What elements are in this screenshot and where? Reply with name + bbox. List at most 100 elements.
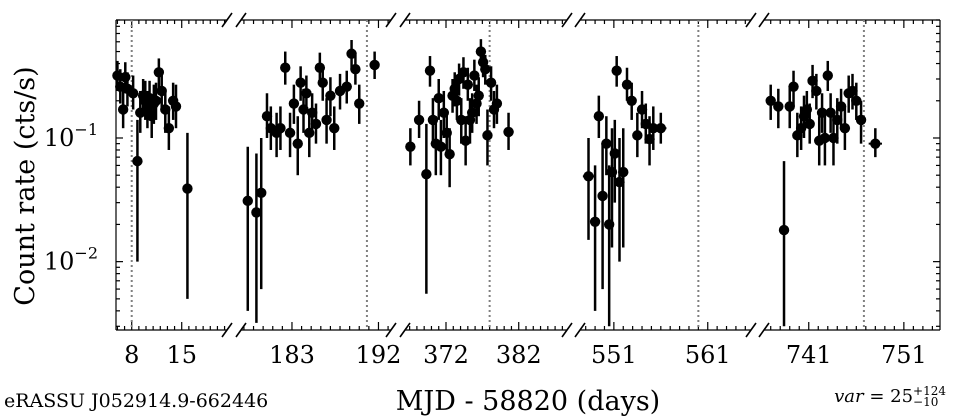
var-value: 25 bbox=[890, 386, 914, 407]
data-point bbox=[295, 77, 306, 88]
data-point bbox=[424, 65, 436, 76]
data-point bbox=[421, 168, 432, 180]
x-tick-label: 551 bbox=[591, 341, 637, 369]
data-point bbox=[329, 123, 340, 134]
x-tick-label: 382 bbox=[496, 341, 542, 369]
axis-break-slash bbox=[561, 12, 573, 28]
data-point bbox=[851, 95, 862, 106]
axis-break-slash bbox=[399, 322, 411, 338]
data-point bbox=[321, 114, 332, 126]
data-point bbox=[325, 90, 336, 101]
data-point bbox=[503, 126, 514, 138]
data-point bbox=[870, 138, 881, 149]
data-point bbox=[458, 67, 469, 78]
data-point bbox=[621, 79, 633, 90]
data-point bbox=[354, 98, 365, 109]
axis-break-slash bbox=[561, 322, 573, 338]
axis-break-slash bbox=[221, 322, 233, 338]
axis-break-slash bbox=[399, 12, 411, 28]
data-point bbox=[485, 77, 497, 88]
x-tick-label: 751 bbox=[881, 341, 927, 369]
data-point bbox=[310, 118, 322, 130]
data-point bbox=[435, 141, 447, 152]
data-point bbox=[583, 171, 594, 182]
data-point bbox=[609, 148, 620, 159]
data-point bbox=[242, 195, 253, 207]
data-point bbox=[182, 183, 193, 194]
data-point bbox=[469, 70, 480, 81]
axis-break-slash bbox=[385, 12, 397, 28]
x-tick-label: 192 bbox=[356, 341, 402, 369]
data-point bbox=[597, 190, 608, 202]
x-tick-label: 15 bbox=[166, 341, 197, 369]
data-point bbox=[444, 148, 455, 160]
data-point bbox=[170, 101, 182, 112]
data-point bbox=[482, 130, 493, 141]
data-point bbox=[433, 92, 444, 104]
x-tick-label: 183 bbox=[269, 341, 315, 369]
data-point bbox=[839, 123, 851, 134]
data-point bbox=[618, 166, 629, 178]
source-name-label: eRASSU J052914.9-662446 bbox=[4, 390, 269, 412]
data-point bbox=[117, 104, 129, 115]
var-symbol: var bbox=[834, 386, 864, 407]
data-point bbox=[593, 111, 605, 122]
data-point bbox=[256, 187, 267, 199]
var-equals: = bbox=[863, 386, 891, 407]
data-point bbox=[804, 118, 815, 130]
data-point bbox=[120, 72, 131, 83]
data-point bbox=[341, 81, 352, 92]
data-point bbox=[788, 81, 799, 92]
y-tick-label: 10−1 bbox=[44, 120, 98, 152]
data-point bbox=[301, 88, 312, 99]
data-point bbox=[480, 64, 491, 75]
axis-break-slash bbox=[574, 12, 586, 28]
data-point bbox=[413, 114, 425, 126]
axis-break-gap bbox=[227, 327, 241, 333]
data-point bbox=[350, 64, 361, 75]
axis-break-slash bbox=[745, 12, 757, 28]
data-point bbox=[811, 85, 822, 97]
axis-break-gap bbox=[751, 327, 764, 333]
var-uncertainty: +124 −10 bbox=[913, 384, 946, 409]
data-point bbox=[778, 224, 790, 236]
plot-area: 10−1 10−2 8 15 183 192 372 382 551 561 741 751 bbox=[44, 12, 941, 369]
axis-break-slash bbox=[745, 322, 757, 338]
data-point bbox=[280, 62, 291, 73]
data-point bbox=[466, 107, 478, 118]
data-point bbox=[275, 123, 286, 134]
data-point bbox=[773, 101, 784, 112]
var-lower-error: −10 bbox=[913, 395, 939, 409]
x-tick-label: 561 bbox=[685, 341, 731, 369]
axis-break-slash bbox=[235, 12, 247, 28]
x-axis-label: MJD - 58820 (days) bbox=[396, 386, 660, 417]
data-point bbox=[611, 65, 622, 76]
var-upper-error: +124 bbox=[913, 384, 946, 399]
axis-break-slash bbox=[758, 12, 770, 28]
data-point bbox=[473, 90, 484, 101]
axis-break-slash bbox=[235, 322, 247, 338]
data-point bbox=[284, 127, 296, 139]
data-point bbox=[765, 95, 776, 106]
data-point bbox=[405, 141, 416, 152]
x-tick-label: 741 bbox=[786, 341, 832, 369]
data-point bbox=[127, 88, 139, 99]
variability-label: var = 25 +124 −10 bbox=[834, 384, 946, 409]
axis-break-slash bbox=[385, 322, 397, 338]
data-point bbox=[462, 79, 474, 90]
axis-break-gap bbox=[391, 17, 405, 23]
data-point bbox=[292, 138, 303, 149]
data-point bbox=[456, 114, 467, 126]
y-tick-label: 10−2 bbox=[44, 244, 98, 276]
data-point bbox=[317, 77, 328, 88]
data-point bbox=[626, 95, 637, 106]
data-point bbox=[288, 98, 300, 109]
x-tick-label: 8 bbox=[124, 341, 139, 369]
data-point bbox=[589, 216, 601, 227]
data-point bbox=[655, 123, 667, 134]
axis-break-slash bbox=[221, 12, 233, 28]
data-point bbox=[132, 155, 143, 167]
axis-break-gap bbox=[391, 327, 405, 333]
y-axis-label: Count rate (cts/s) bbox=[10, 66, 41, 305]
